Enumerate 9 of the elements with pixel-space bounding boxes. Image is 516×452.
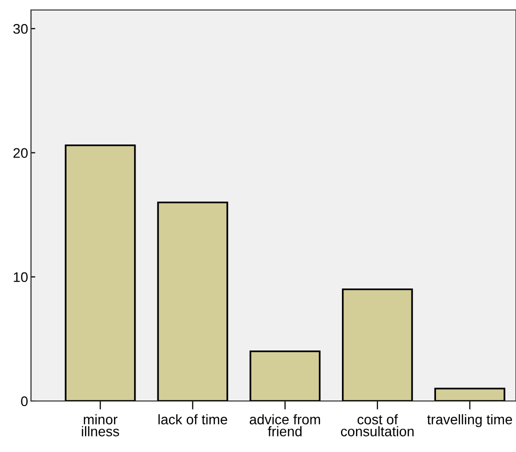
x-tick-label: travelling time (427, 414, 512, 428)
y-tick-label: 10 (14, 272, 28, 282)
x-tick-label: cost of consultation (340, 414, 414, 436)
y-tick-label: 0 (21, 396, 28, 406)
x-tick-label: minor illness (82, 414, 120, 436)
y-tick-label: 20 (13, 148, 28, 158)
x-tick-label: advice from friend (250, 414, 320, 436)
x-tick-label: lack of time (158, 414, 228, 424)
y-tick-label: 30 (13, 24, 28, 34)
